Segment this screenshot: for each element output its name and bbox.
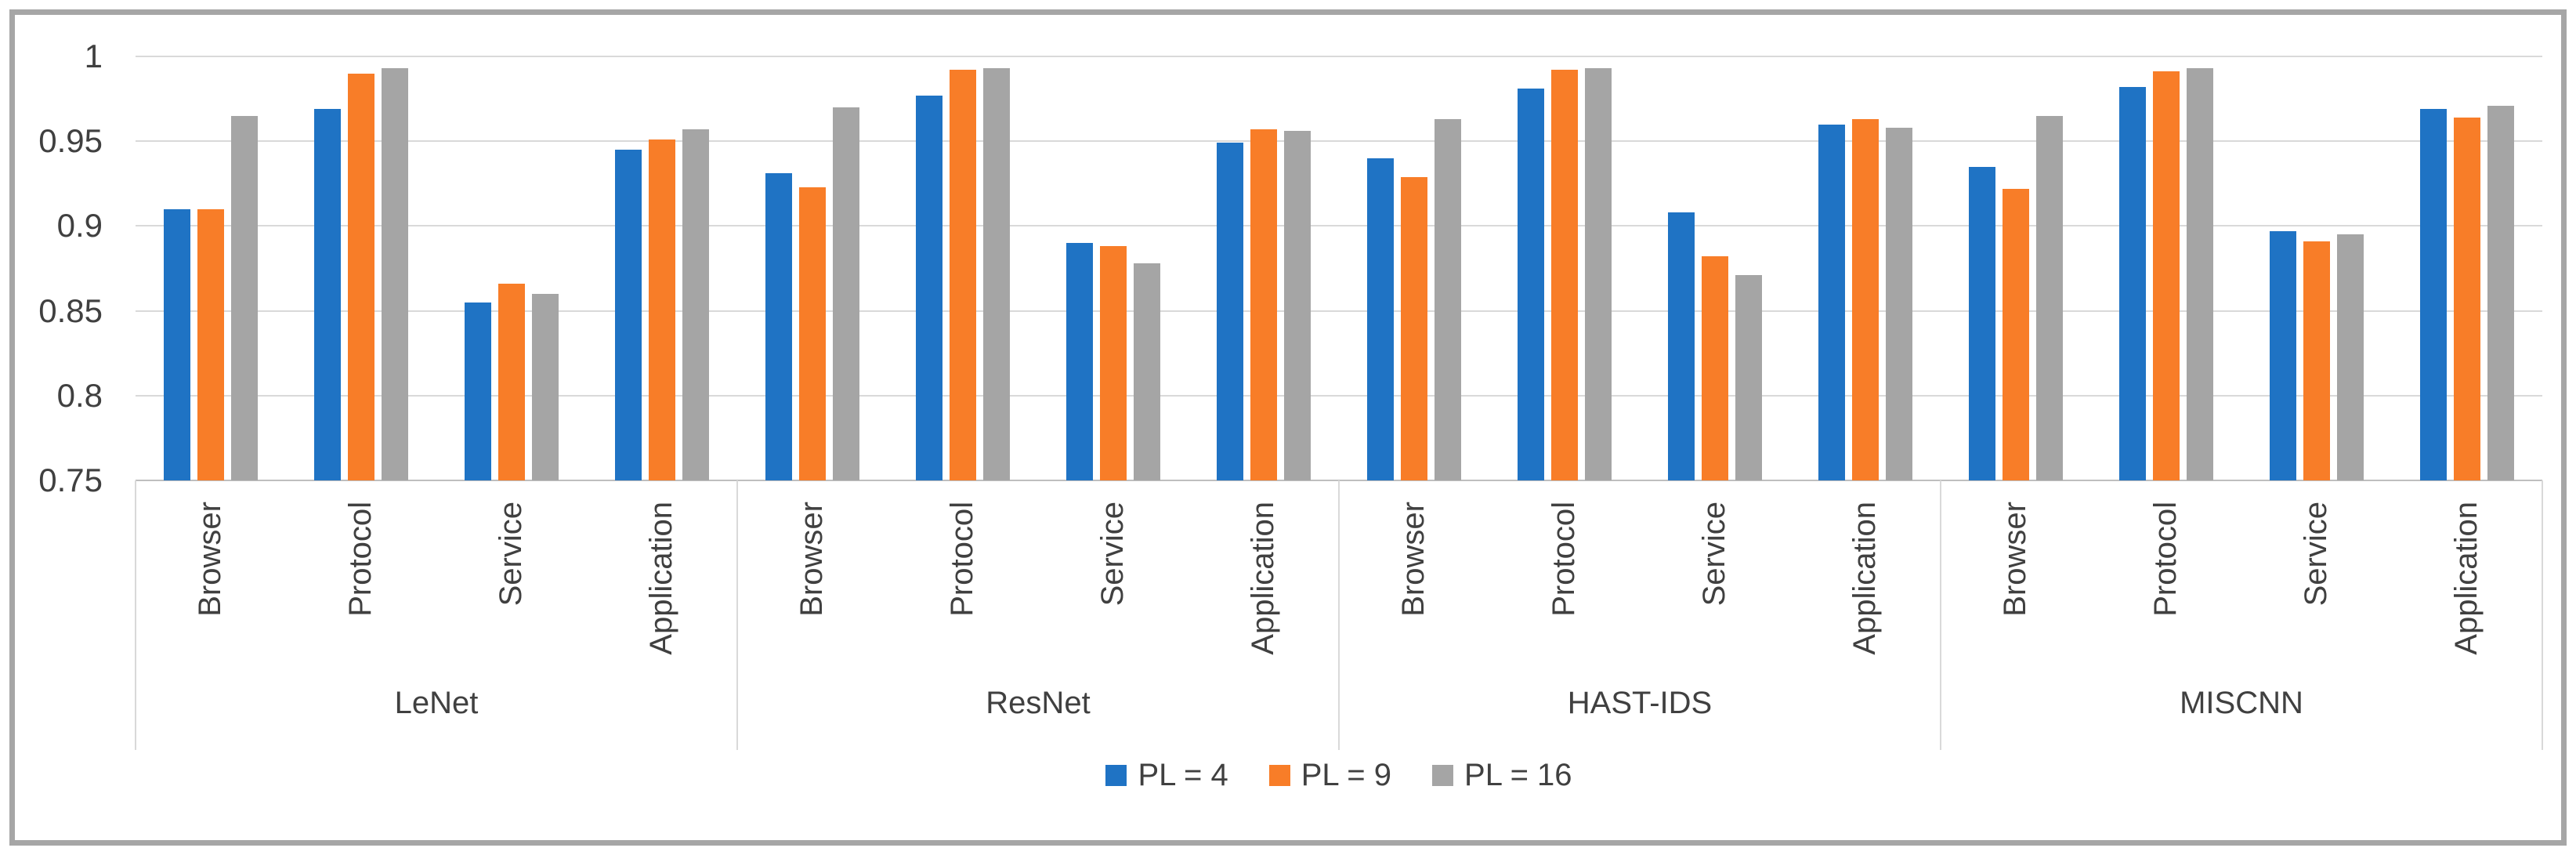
bar-hastids-application-pl4: [1818, 125, 1845, 480]
bar-resnet-application-pl16: [1284, 131, 1311, 480]
bar-miscnn-protocol-pl4: [2119, 87, 2146, 480]
bar-miscnn-service-pl16: [2337, 234, 2364, 480]
group-label-lenet: LeNet: [394, 686, 479, 720]
category-label-hastids-service: Service: [1697, 502, 1731, 607]
group-separator: [2542, 480, 2543, 750]
gridline-0.8: [136, 395, 2542, 397]
legend-swatch-pl9: [1268, 765, 1290, 786]
bar-resnet-protocol-pl16: [983, 68, 1010, 480]
bar-resnet-application-pl4: [1217, 143, 1243, 480]
bar-hastids-browser-pl4: [1367, 158, 1394, 480]
group-label-resnet: ResNet: [986, 686, 1091, 720]
category-label-miscnn-browser: Browser: [1998, 502, 2032, 617]
category-label-hastids-application: Application: [1847, 502, 1882, 655]
gridline-0.9: [136, 225, 2542, 226]
gridline-0.85: [136, 310, 2542, 312]
bar-hastids-protocol-pl9: [1551, 70, 1578, 480]
legend-label-pl16: PL = 16: [1464, 758, 1572, 792]
legend-item-pl16: PL = 16: [1432, 758, 1572, 793]
bar-miscnn-service-pl4: [2270, 231, 2296, 480]
legend-label-pl4: PL = 4: [1138, 758, 1228, 792]
bar-resnet-service-pl9: [1100, 246, 1127, 480]
legend-label-pl9: PL = 9: [1301, 758, 1392, 792]
bar-miscnn-service-pl9: [2303, 241, 2330, 480]
bar-resnet-application-pl9: [1250, 129, 1277, 480]
bar-lenet-service-pl9: [498, 284, 525, 480]
bar-lenet-protocol-pl9: [348, 74, 374, 480]
bar-miscnn-application-pl4: [2420, 109, 2447, 480]
category-label-miscnn-protocol: Protocol: [2148, 502, 2183, 617]
bar-hastids-browser-pl16: [1435, 119, 1461, 480]
category-label-miscnn-service: Service: [2299, 502, 2333, 607]
group-separator: [135, 480, 136, 750]
group-separator: [736, 480, 738, 750]
gridline-0.95: [136, 140, 2542, 142]
bar-hastids-application-pl9: [1852, 119, 1879, 480]
legend-swatch-pl4: [1105, 765, 1127, 786]
bar-resnet-browser-pl16: [833, 107, 859, 480]
y-tick-label-0.85: 0.85: [38, 292, 103, 329]
bar-resnet-service-pl4: [1066, 243, 1093, 480]
bar-miscnn-browser-pl16: [2036, 116, 2063, 480]
bar-lenet-application-pl4: [615, 150, 642, 480]
bar-hastids-service-pl9: [1702, 256, 1728, 480]
category-label-resnet-protocol: Protocol: [945, 502, 979, 617]
plot-area: 1 0.95 0.9 0.85 0.8 0.75 LeNet Browser Protocol S…: [15, 15, 2561, 840]
category-label-resnet-service: Service: [1095, 502, 1130, 607]
bar-lenet-service-pl16: [532, 294, 559, 480]
bar-lenet-application-pl16: [682, 129, 709, 480]
bar-resnet-protocol-pl9: [950, 70, 976, 480]
bar-lenet-protocol-pl16: [382, 68, 408, 480]
y-tick-label-0.75: 0.75: [38, 462, 103, 498]
chart-frame: 1 0.95 0.9 0.85 0.8 0.75 LeNet Browser Protocol S…: [9, 9, 2567, 846]
y-tick-label-0.95: 0.95: [38, 122, 103, 159]
category-label-lenet-application: Application: [644, 502, 678, 655]
bar-hastids-protocol-pl16: [1585, 68, 1612, 480]
bar-lenet-browser-pl16: [231, 116, 258, 480]
bar-resnet-service-pl16: [1134, 263, 1160, 480]
bar-resnet-protocol-pl4: [916, 96, 942, 480]
bar-lenet-application-pl9: [649, 139, 675, 480]
y-tick-label-0.9: 0.9: [56, 207, 103, 244]
bar-lenet-browser-pl9: [197, 209, 224, 480]
bar-resnet-browser-pl4: [765, 173, 792, 480]
category-label-lenet-browser: Browser: [193, 502, 227, 617]
bar-hastids-service-pl4: [1668, 212, 1695, 480]
bar-hastids-application-pl16: [1886, 128, 1912, 480]
group-label-hastids: HAST-IDS: [1567, 686, 1713, 720]
bar-lenet-browser-pl4: [164, 209, 190, 480]
legend-item-pl4: PL = 4: [1105, 758, 1228, 793]
bar-miscnn-browser-pl4: [1969, 167, 1995, 480]
y-tick-label-0.8: 0.8: [56, 377, 103, 414]
gridline-1: [136, 56, 2542, 57]
bar-miscnn-protocol-pl16: [2187, 68, 2213, 480]
bar-miscnn-protocol-pl9: [2153, 71, 2180, 480]
category-label-resnet-application: Application: [1246, 502, 1280, 655]
legend-item-pl9: PL = 9: [1268, 758, 1392, 793]
bar-hastids-service-pl16: [1735, 275, 1762, 480]
bar-lenet-protocol-pl4: [314, 109, 341, 480]
y-tick-label-1: 1: [84, 38, 103, 74]
bar-miscnn-application-pl16: [2487, 106, 2514, 480]
bar-resnet-browser-pl9: [799, 187, 826, 480]
bar-lenet-service-pl4: [465, 303, 491, 480]
legend-swatch-pl16: [1432, 765, 1454, 786]
bar-hastids-browser-pl9: [1401, 177, 1427, 480]
group-separator: [1338, 480, 1340, 750]
category-label-lenet-protocol: Protocol: [343, 502, 378, 617]
bar-hastids-protocol-pl4: [1518, 89, 1544, 480]
bar-miscnn-application-pl9: [2454, 118, 2480, 480]
bar-miscnn-browser-pl9: [2003, 189, 2029, 480]
category-label-resnet-browser: Browser: [794, 502, 829, 617]
category-label-hastids-browser: Browser: [1396, 502, 1431, 617]
category-label-lenet-service: Service: [494, 502, 528, 607]
group-label-miscnn: MISCNN: [2180, 686, 2303, 720]
category-label-miscnn-application: Application: [2449, 502, 2484, 655]
group-separator: [1940, 480, 1941, 750]
category-label-hastids-protocol: Protocol: [1547, 502, 1581, 617]
legend: PL = 4 PL = 9 PL = 16: [136, 758, 2542, 793]
